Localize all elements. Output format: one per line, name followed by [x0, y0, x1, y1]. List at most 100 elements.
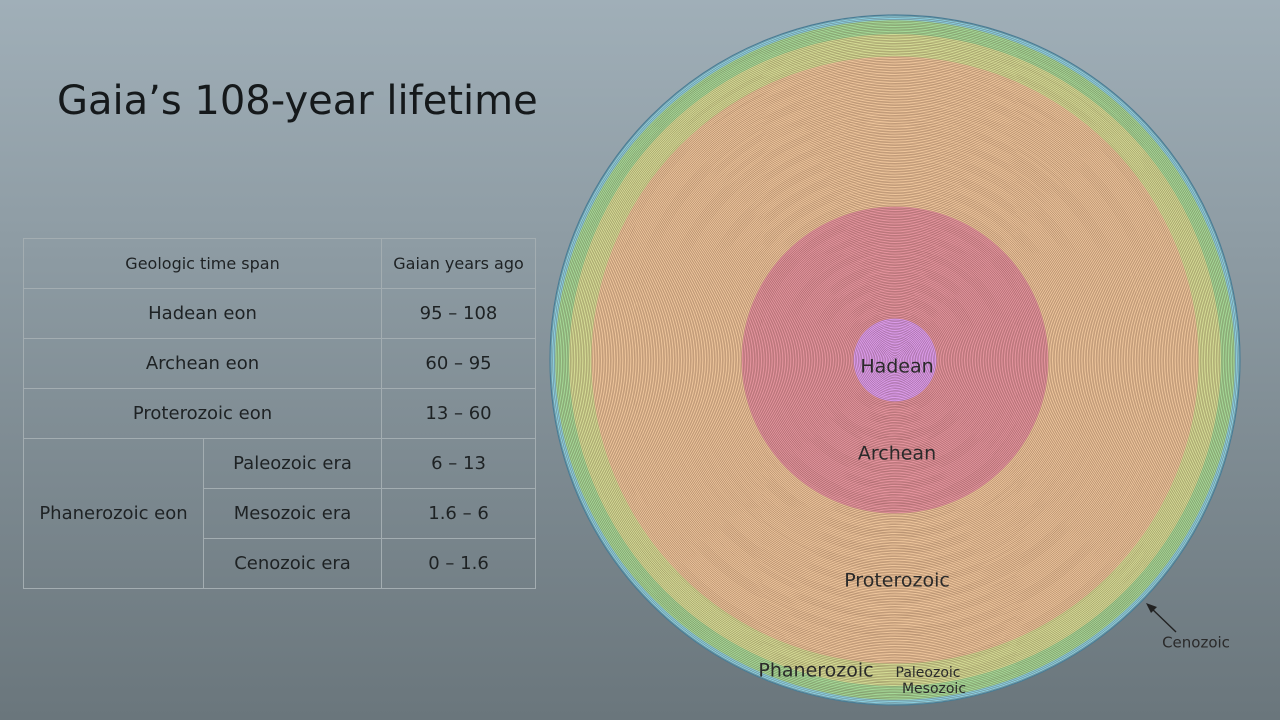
ring-line — [856, 321, 934, 399]
ring-line — [720, 185, 1070, 535]
ring-line — [793, 258, 996, 461]
ring-line — [747, 212, 1043, 508]
annotation: Cenozoic — [1162, 634, 1230, 652]
ring-line — [869, 334, 921, 386]
time-span: Mesozoic era — [202, 488, 383, 539]
ring-line — [587, 52, 1203, 668]
ring-line — [561, 26, 1229, 694]
ring-line — [635, 100, 1155, 620]
time-span: Archean eon — [22, 338, 383, 389]
ring-line — [611, 76, 1179, 644]
ring-line — [885, 350, 905, 370]
ring-line — [603, 68, 1187, 652]
ring-line — [790, 255, 1000, 465]
ring-line — [774, 239, 1016, 481]
ring-line — [694, 159, 1096, 561]
ring-line — [734, 199, 1056, 521]
ring-line — [597, 62, 1193, 658]
ring-line — [755, 220, 1035, 500]
ring-line — [853, 318, 937, 402]
ring-line — [742, 207, 1048, 513]
ring-line — [699, 164, 1091, 556]
ring-line — [811, 276, 979, 444]
ring-line — [696, 161, 1094, 559]
ring-line — [846, 311, 944, 409]
ring-line — [725, 190, 1065, 530]
ring-line — [574, 39, 1216, 681]
years-ago: 60 – 95 — [381, 338, 536, 389]
ring-line — [851, 316, 939, 404]
ring-line — [672, 137, 1118, 583]
ring-line — [705, 171, 1084, 549]
ring-line — [841, 306, 948, 413]
ring-line — [624, 89, 1166, 631]
ring-line — [670, 135, 1120, 585]
ring-line — [736, 201, 1054, 519]
ring-line — [595, 60, 1195, 660]
ring-line — [739, 204, 1051, 516]
ring-line — [712, 177, 1078, 543]
ring-line — [715, 180, 1075, 540]
ring-line — [773, 238, 1017, 482]
ring-line — [598, 63, 1192, 657]
ring-line — [685, 150, 1105, 570]
ring-line — [565, 30, 1225, 690]
ring-line — [837, 302, 953, 418]
ring-line — [675, 140, 1115, 580]
ring-line — [688, 153, 1102, 567]
ring-line — [550, 15, 1240, 705]
ring-line — [766, 231, 1024, 489]
ring-line — [864, 329, 926, 391]
ring-line — [646, 111, 1144, 609]
ring-line — [691, 156, 1099, 564]
ring-line — [689, 155, 1100, 565]
ring-line — [749, 214, 1041, 506]
ring-line — [838, 303, 952, 417]
zone-label: Archean — [858, 443, 936, 465]
ring-line — [573, 38, 1217, 682]
ring-line — [765, 230, 1025, 490]
ring-line — [886, 351, 904, 369]
ring-line — [723, 188, 1067, 532]
ring-line — [737, 203, 1052, 517]
ring-line — [768, 233, 1022, 487]
ring-line — [729, 195, 1060, 525]
ring-line — [641, 107, 1148, 613]
ring-line — [845, 310, 945, 410]
ring-line — [701, 166, 1089, 554]
ring-line — [803, 268, 987, 452]
ring-line — [662, 127, 1128, 593]
ring-line — [553, 18, 1237, 702]
ring-line — [784, 249, 1006, 471]
ring-line — [750, 215, 1040, 505]
ring-line — [576, 41, 1214, 679]
zone — [853, 318, 937, 402]
ring-line — [875, 340, 915, 380]
ring-line — [816, 281, 974, 439]
ring-line — [753, 219, 1036, 501]
ring-line — [585, 50, 1205, 670]
ring-line — [731, 196, 1059, 524]
ring-line — [800, 265, 990, 455]
ring-line — [893, 358, 897, 362]
ring-line — [667, 132, 1123, 588]
ring-line — [552, 17, 1238, 703]
zone-label: Proterozoic — [844, 570, 950, 592]
ring-line — [590, 55, 1200, 665]
ring-line — [878, 343, 912, 377]
ring-line — [861, 326, 929, 394]
ring-line — [888, 353, 902, 367]
ring-line — [609, 74, 1181, 646]
ring-line — [726, 191, 1064, 529]
years-ago: 0 – 1.6 — [381, 538, 536, 589]
slide-title: Gaia’s 108-year lifetime — [57, 78, 538, 124]
ring-line — [881, 346, 908, 373]
ring-line — [589, 54, 1201, 666]
ring-line — [621, 86, 1169, 634]
ring-line — [763, 228, 1027, 492]
ring-line — [745, 211, 1044, 509]
ring-line — [867, 332, 923, 388]
zone-label: Mesozoic — [902, 681, 966, 697]
ring-line — [789, 254, 1001, 466]
ring-line — [664, 129, 1126, 591]
